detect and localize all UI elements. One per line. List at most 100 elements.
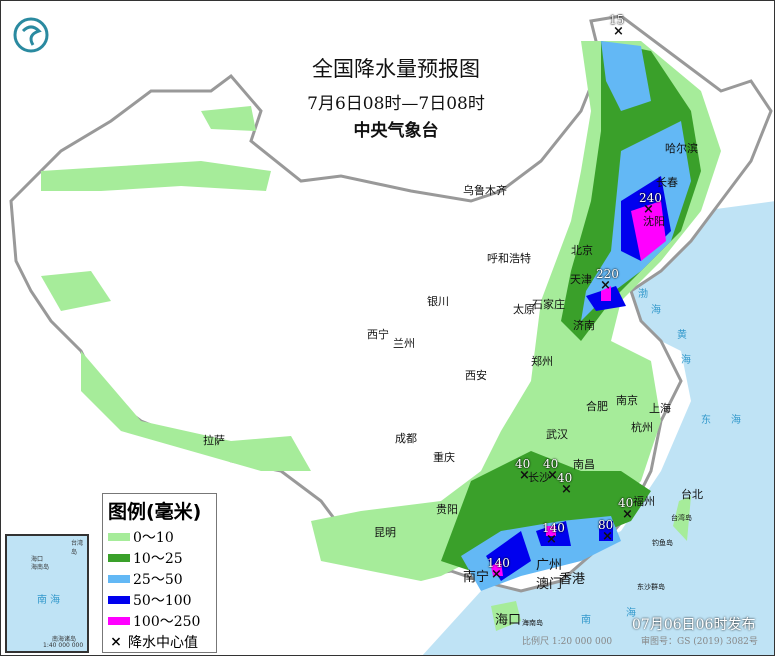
sea-label: 海 (626, 608, 636, 619)
precip-center-marker-icon: × (519, 468, 530, 483)
legend-swatch (108, 574, 130, 583)
legend-label: 降水中心值 (128, 634, 198, 651)
legend-item: 0～10 (108, 526, 211, 547)
precip-center-value: 15 (609, 13, 625, 27)
sea-label: 海 (651, 305, 661, 316)
city-label: 成都 (395, 432, 417, 445)
city-label: 郑州 (531, 355, 553, 368)
city-label: 南宁 (463, 570, 490, 585)
agency-name: 中央气象台 (353, 121, 439, 141)
inset-place: 海南岛 (31, 564, 50, 571)
precip-center-value: 140 (487, 556, 510, 570)
precip-center-value: 220 (596, 267, 619, 281)
city-label: 澳门 (536, 577, 563, 592)
rain-50-100-south (486, 521, 613, 581)
inset-place: 台湾岛 (71, 540, 84, 556)
city-label: 福州 (633, 495, 655, 508)
precip-center-marker-icon: × (643, 202, 654, 217)
precip-center-value: 40 (618, 496, 634, 510)
sea-label: 渤 (638, 289, 648, 300)
legend-label: 0～10 (133, 529, 174, 546)
sea-label: 海 (681, 355, 691, 366)
rain-0-10-northwest (41, 161, 271, 191)
city-label: 乌鲁木齐 (463, 184, 507, 197)
city-label: 广州 (536, 558, 563, 573)
rain-0-10-south-tibet (81, 351, 311, 471)
legend-label: 25～50 (133, 571, 183, 588)
legend-label: 10～25 (133, 550, 183, 567)
precip-center-value: 40 (557, 471, 573, 485)
island-label: 东沙群岛 (637, 583, 665, 591)
precip-center-value: 80 (598, 518, 614, 532)
legend-swatch (108, 616, 130, 625)
map-title: 全国降水量预报图 (312, 57, 480, 81)
legend: 图例(毫米) 0～10 10～25 25～50 50～100 100～250 × 降水中心值 (102, 493, 217, 653)
city-label: 重庆 (433, 451, 455, 464)
city-label: 银川 (427, 295, 449, 308)
city-label: 拉萨 (203, 434, 225, 447)
city-label: 西安 (465, 369, 487, 382)
city-label: 哈尔滨 (665, 142, 698, 155)
legend-item: 50～100 (108, 589, 211, 610)
legend-swatch (108, 532, 130, 541)
city-label: 长春 (656, 176, 678, 189)
city-label: 北京 (571, 244, 593, 257)
legend-item: 25～50 (108, 568, 211, 589)
island-label: 台湾岛 (671, 514, 692, 522)
precip-center-value: 40 (515, 457, 531, 471)
city-label: 台北 (681, 488, 703, 501)
legend-item: 10～25 (108, 547, 211, 568)
city-label: 太原 (513, 303, 535, 316)
forecast-period: 7月6日08时—7日08时 (307, 94, 485, 114)
legend-swatch (108, 553, 130, 562)
legend-item: × 降水中心值 (108, 631, 211, 652)
south-china-sea-inset: 海口 海南岛 台湾岛 南 海 南海诸岛 1:40 000 000 (5, 534, 89, 653)
sea-label: 东 (701, 415, 711, 426)
rain-100-250 (491, 201, 666, 576)
city-label: 长沙 (528, 471, 550, 484)
review-number: 审图号：GS (2019) 3082号 (641, 637, 758, 647)
island-label: 钓鱼岛 (652, 539, 673, 547)
city-label: 昆明 (374, 526, 396, 539)
cma-logo-icon (13, 17, 49, 53)
precip-center-marker-icon: × (600, 278, 611, 293)
precip-center-marker-icon: × (613, 24, 624, 39)
city-label: 呼和浩特 (487, 252, 531, 265)
sea-area (422, 201, 774, 655)
city-label: 石家庄 (532, 298, 565, 311)
taiwan-island (673, 496, 691, 541)
inset-place: 海口 (31, 556, 44, 563)
island-label: 海南岛 (522, 619, 543, 627)
city-label: 香港 (559, 572, 586, 587)
legend-title: 图例(毫米) (108, 501, 202, 523)
precip-center-value: 140 (542, 521, 565, 535)
legend-item: 100～250 (108, 610, 211, 631)
legend-label: 50～100 (133, 592, 192, 609)
precip-center-marker-icon: × (546, 532, 557, 547)
city-label: 天津 (570, 273, 592, 286)
precip-center-value: 240 (639, 191, 662, 205)
precip-center-value: 40 (543, 457, 559, 471)
city-label: 贵阳 (436, 503, 458, 516)
legend-swatch (108, 595, 130, 604)
rain-0-10-northwest2 (201, 106, 256, 131)
city-label: 兰州 (393, 337, 415, 350)
issue-time: 07月06日06时发布 (632, 617, 756, 633)
rain-25-50-ne (601, 41, 651, 111)
city-label: 上海 (649, 402, 671, 415)
rain-0-10-west (41, 271, 111, 311)
center-marker-icon: × (110, 633, 122, 650)
precip-center-marker-icon: × (602, 529, 613, 544)
map-scale: 比例尺 1:20 000 000 (522, 637, 613, 647)
city-label: 杭州 (631, 421, 653, 434)
inset-scale: 1:40 000 000 (43, 642, 84, 649)
city-label: 海口 (495, 613, 522, 628)
precip-center-marker-icon: × (547, 468, 558, 483)
precip-center-marker-icon: × (622, 507, 633, 522)
city-label: 武汉 (546, 428, 568, 441)
city-label: 济南 (573, 319, 595, 332)
precip-center-marker-icon: × (491, 567, 502, 582)
city-label: 南京 (616, 394, 638, 407)
